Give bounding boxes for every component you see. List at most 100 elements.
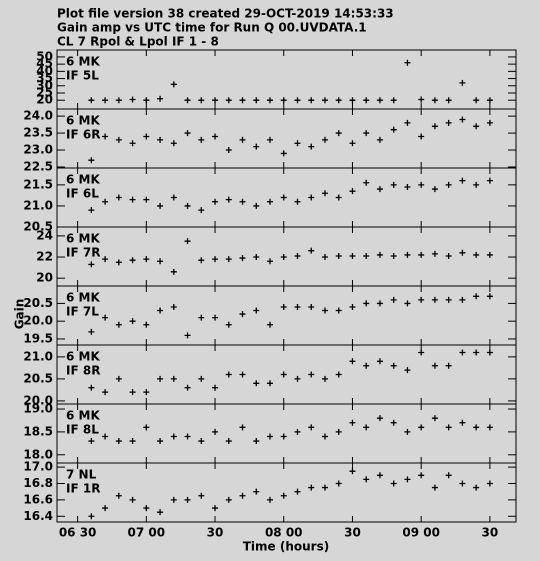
- data-point: [294, 303, 301, 310]
- panel-label: 7 NL: [66, 468, 97, 482]
- y-tick-label: 16.8: [23, 476, 53, 490]
- data-point: [239, 198, 246, 205]
- data-point: [308, 371, 315, 378]
- y-tick-label: 19.5: [23, 331, 53, 345]
- y-tick-label: 20: [36, 93, 53, 107]
- panel-frame: [56, 462, 517, 523]
- data-point: [445, 362, 452, 369]
- data-point: [473, 424, 480, 431]
- y-tick-label: 23.5: [23, 126, 53, 140]
- panel-label: IF 5L: [66, 69, 99, 83]
- data-point: [486, 177, 493, 184]
- data-point: [445, 424, 452, 431]
- data-point: [225, 496, 232, 503]
- data-point: [418, 181, 425, 188]
- data-point: [239, 424, 246, 431]
- data-point: [349, 419, 356, 426]
- data-point: [459, 296, 466, 303]
- data-point: [473, 349, 480, 356]
- data-point: [129, 318, 136, 325]
- data-point: [267, 496, 274, 503]
- data-point: [143, 505, 150, 512]
- data-point: [115, 194, 122, 201]
- data-point: [212, 428, 219, 435]
- data-point: [294, 97, 301, 104]
- data-point: [198, 136, 205, 143]
- data-point: [486, 349, 493, 356]
- data-point: [308, 143, 315, 150]
- data-point: [404, 59, 411, 66]
- data-point: [390, 362, 397, 369]
- data-point: [486, 293, 493, 300]
- data-point: [294, 140, 301, 147]
- data-point: [115, 492, 122, 499]
- data-point: [445, 472, 452, 479]
- data-point: [102, 505, 109, 512]
- data-point: [445, 97, 452, 104]
- data-point: [390, 252, 397, 259]
- data-point: [459, 349, 466, 356]
- data-point: [157, 136, 164, 143]
- data-point: [253, 97, 260, 104]
- data-point: [198, 97, 205, 104]
- data-point: [445, 252, 452, 259]
- data-point: [431, 296, 438, 303]
- title-line: Gain amp vs UTC time for Run Q 00.UVDATA…: [57, 21, 367, 35]
- data-point: [321, 97, 328, 104]
- data-point: [404, 251, 411, 258]
- data-point: [308, 97, 315, 104]
- data-point: [157, 307, 164, 314]
- data-point: [308, 194, 315, 201]
- data-point: [445, 181, 452, 188]
- title-line: Plot file version 38 created 29-OCT-2019…: [57, 7, 394, 21]
- data-point: [280, 492, 287, 499]
- y-tick-label: 18.0: [23, 447, 53, 461]
- data-point: [157, 438, 164, 445]
- data-point: [349, 303, 356, 310]
- data-point: [390, 419, 397, 426]
- data-point: [115, 97, 122, 104]
- data-point: [473, 181, 480, 188]
- data-point: [431, 250, 438, 257]
- y-tick-label: 20.0: [23, 393, 53, 407]
- data-point: [294, 198, 301, 205]
- data-point: [184, 433, 191, 440]
- data-point: [363, 130, 370, 137]
- data-point: [363, 362, 370, 369]
- data-point: [349, 252, 356, 259]
- data-point: [267, 136, 274, 143]
- data-point: [212, 384, 219, 391]
- data-point: [404, 119, 411, 126]
- panel-label: 6 MK: [66, 291, 100, 305]
- data-point: [308, 303, 315, 310]
- data-point: [363, 300, 370, 307]
- x-tick-label: 30: [207, 526, 224, 540]
- panel-label: IF 8L: [66, 423, 99, 437]
- data-point: [486, 480, 493, 487]
- data-point: [404, 183, 411, 190]
- data-point: [349, 97, 356, 104]
- panel-label: 6 MK: [66, 173, 100, 187]
- data-point: [376, 136, 383, 143]
- x-tick-label: 08 00: [265, 526, 303, 540]
- y-axis-label: Gain: [13, 299, 27, 330]
- data-point: [294, 488, 301, 495]
- data-point: [308, 484, 315, 491]
- data-point: [335, 130, 342, 137]
- panel-label: 6 MK: [66, 55, 100, 69]
- data-point: [253, 254, 260, 261]
- x-axis-label: Time (hours): [243, 540, 329, 554]
- data-point: [376, 251, 383, 258]
- data-point: [267, 433, 274, 440]
- panel-label: IF 6R: [66, 128, 100, 142]
- data-point: [418, 133, 425, 140]
- data-point: [198, 492, 205, 499]
- data-point: [418, 296, 425, 303]
- data-point: [198, 207, 205, 214]
- data-point: [253, 307, 260, 314]
- data-point: [129, 140, 136, 147]
- data-point: [253, 438, 260, 445]
- data-point: [431, 123, 438, 130]
- data-point: [170, 433, 177, 440]
- data-point: [102, 433, 109, 440]
